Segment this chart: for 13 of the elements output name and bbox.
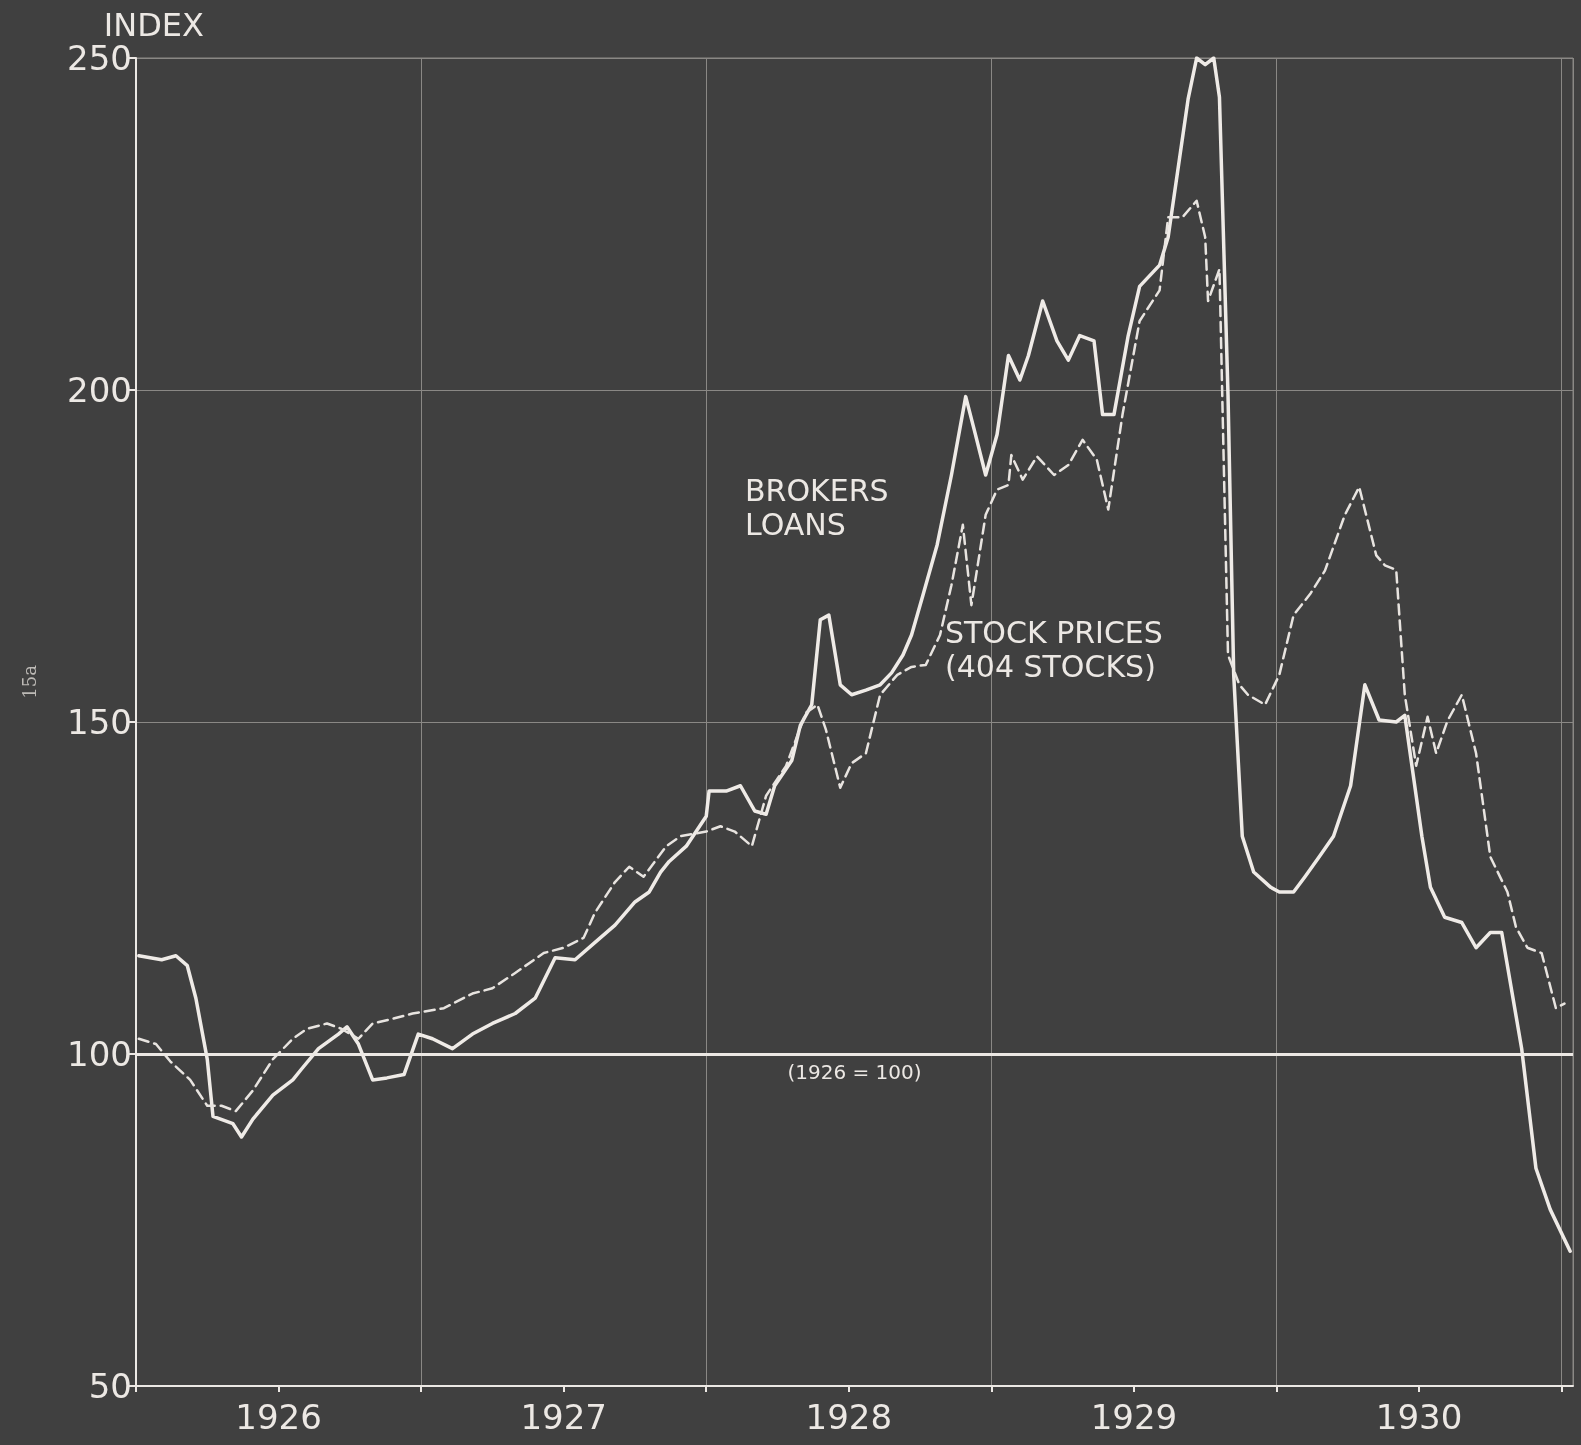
y-tick-label: 200: [67, 370, 132, 410]
y-tick-label: 100: [67, 1034, 132, 1074]
series-label: BROKERS LOANS: [745, 472, 899, 542]
x-tick-label: 1928: [805, 1397, 893, 1437]
series-label: STOCK PRICES (404 STOCKS): [945, 614, 1173, 684]
x-tick-label: 1927: [520, 1397, 607, 1437]
x-tick-label: 1926: [235, 1397, 322, 1437]
y-tick-label: 150: [67, 702, 132, 742]
text: 15a: [18, 664, 40, 699]
x-tick-label: 1930: [1375, 1397, 1463, 1437]
x-tick-label: 1929: [1090, 1397, 1178, 1437]
y-tick-label: 50: [88, 1366, 132, 1406]
ref-line-label: (1926 = 100): [787, 1060, 922, 1084]
